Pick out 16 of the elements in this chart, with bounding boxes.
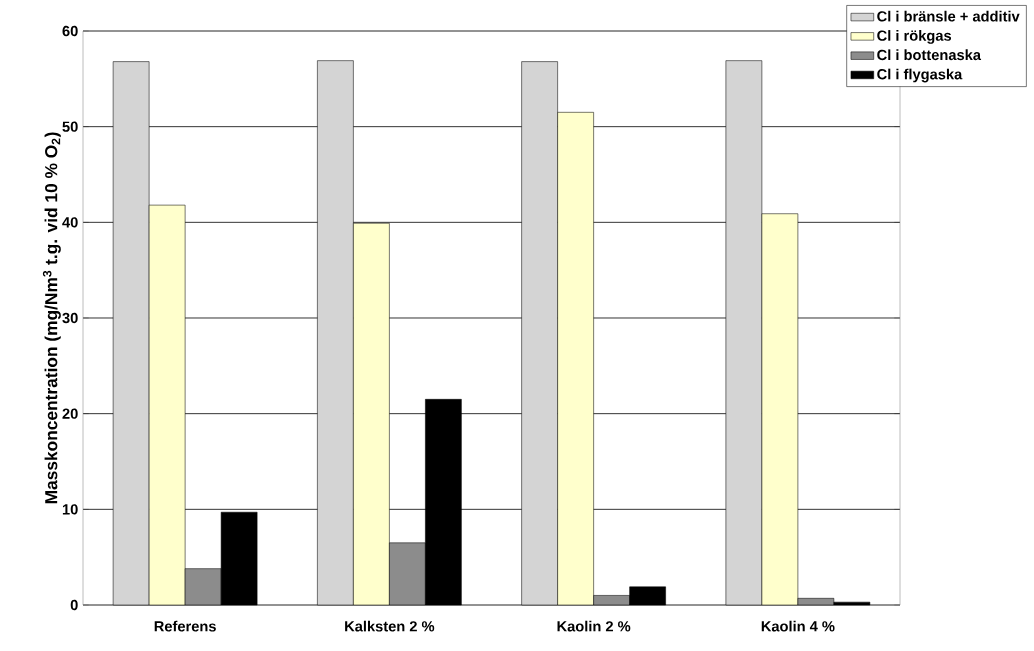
legend-label: Cl i bottenaska: [877, 49, 982, 61]
y-tick-label: 50: [62, 121, 78, 132]
legend-label: Cl i bränsle + additiv: [877, 10, 1020, 22]
legend-label: Cl i rökgas: [877, 30, 952, 44]
y-tick-label: 20: [62, 408, 78, 419]
y-tick-label: 60: [62, 25, 78, 37]
y-axis-title: Masskoncentration (mg/Nm$^{3}$ t.g. vid 10 % O$_{2}$): [42, 132, 61, 504]
y-tick-label: 40: [62, 217, 78, 228]
y-tick-label: 10: [62, 504, 78, 515]
y-tick-label: 0: [70, 599, 78, 611]
x-tick-label: Referens: [154, 620, 216, 632]
x-tick-label: Kaolin 4 %: [761, 620, 835, 632]
legend-label: Cl i flygaska: [877, 68, 963, 83]
x-tick-label: Kalksten 2 %: [345, 620, 435, 632]
y-tick-label: 30: [62, 312, 78, 324]
x-tick-label: Kaolin 2 %: [557, 620, 631, 632]
